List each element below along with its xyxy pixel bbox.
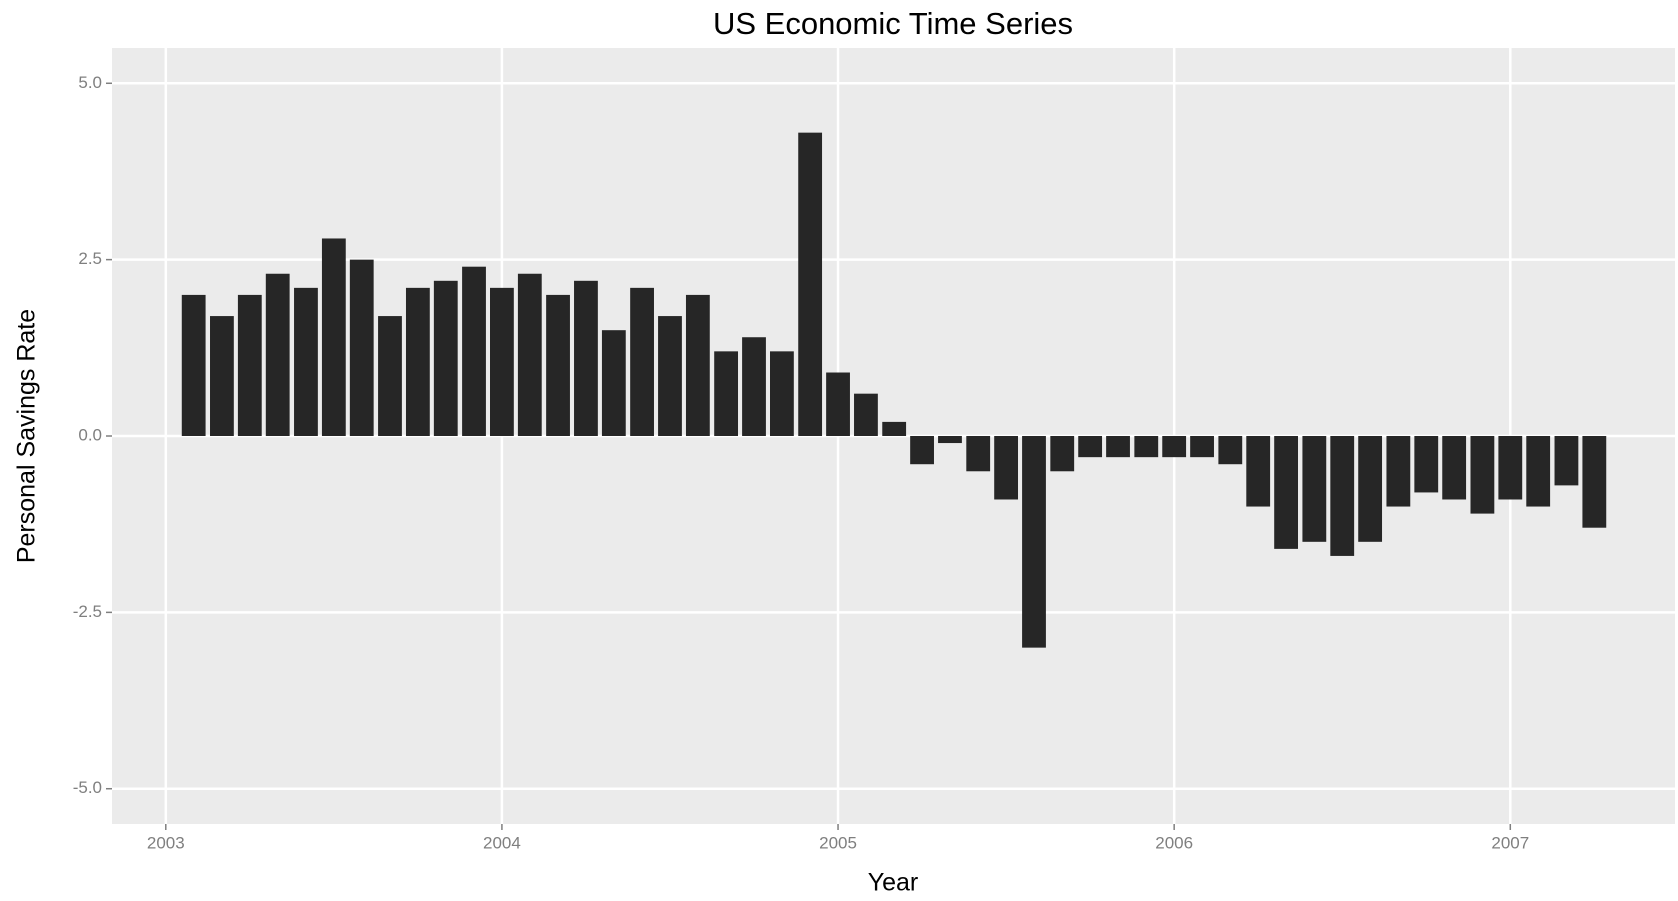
bar [1106,436,1130,458]
bar [237,294,262,436]
bar [1302,436,1327,542]
bar [517,273,542,436]
bar [1414,436,1439,493]
x-tick-label: 2003 [147,833,185,852]
bar [433,280,458,436]
bar [1134,436,1159,458]
x-tick-label: 2006 [1155,833,1193,852]
x-axis-title: Year [868,869,919,897]
bar [546,294,570,436]
bar [1190,436,1214,458]
y-tick-label: 2.5 [78,249,102,268]
bar [349,259,374,436]
bar [321,238,346,436]
y-tick-label: -2.5 [73,602,102,621]
bar [685,294,710,436]
bar [1078,436,1103,458]
x-tick-label: 2004 [483,833,521,852]
bar [854,393,878,436]
bar [826,372,850,436]
bar [265,273,290,436]
bar [1162,436,1187,458]
bar [1050,436,1075,472]
bar [1246,436,1271,507]
bar [1526,436,1551,507]
bar [1330,436,1355,556]
bar [938,436,962,444]
bar [966,436,991,472]
x-tick-label: 2005 [819,833,857,852]
bar [462,266,486,436]
bar [574,280,598,436]
bar [1358,436,1383,542]
bar [994,436,1019,500]
bar [1470,436,1495,514]
y-tick-label: 5.0 [78,73,102,92]
bar [1498,436,1523,500]
bar [658,316,682,436]
y-axis-title: Personal Savings Rate [13,309,41,563]
bar [1218,436,1243,465]
x-tick-label: 2007 [1491,833,1529,852]
y-tick-label: 0.0 [78,425,102,444]
bar [181,294,206,436]
bar [714,351,739,436]
bar [1554,436,1579,486]
chart-title: US Economic Time Series [713,6,1073,41]
bar [1442,436,1467,500]
bar [210,316,234,436]
bar [1582,436,1607,528]
bar [630,287,654,436]
bar [601,330,626,436]
bar [1274,436,1299,549]
bar [882,421,907,436]
bar [910,436,934,465]
bar [1022,436,1046,648]
bar [770,351,794,436]
bar [378,316,402,436]
bar [294,287,318,436]
bar [490,287,514,436]
bar [798,132,823,436]
y-tick-label: -5.0 [73,778,102,797]
bar [405,287,430,436]
bar [742,337,766,436]
bar [1386,436,1411,507]
